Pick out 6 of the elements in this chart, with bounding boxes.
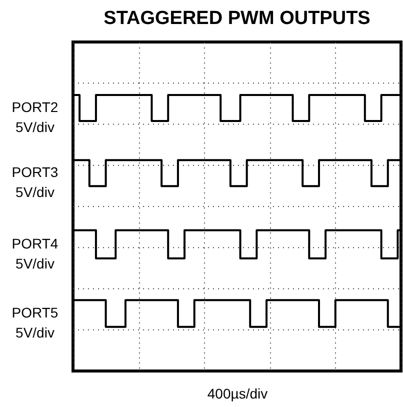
x-axis-title: 400µs/div [207,386,268,402]
series-label: PORT4 5V/div [12,235,58,272]
series-label: PORT2 5V/div [12,98,58,135]
series-label: PORT5 5V/div [12,304,58,340]
chart-title: STAGGERED PWM OUTPUTS [104,8,370,29]
series-label: PORT3 5V/div [12,164,58,200]
